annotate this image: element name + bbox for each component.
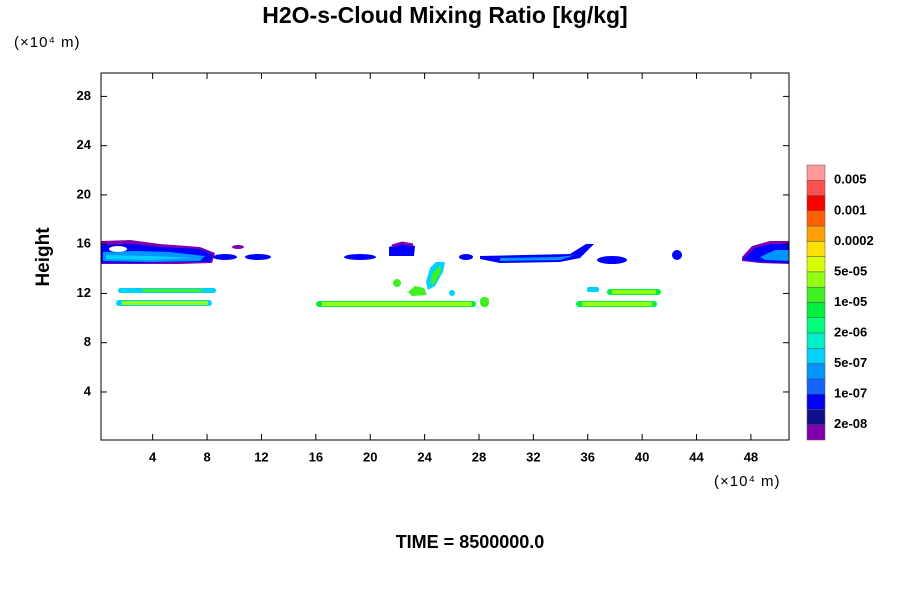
y-tick-label: 24 [77,137,92,152]
x-tick-label: 4 [149,449,157,464]
colorbar-box [806,332,826,349]
colorbar-label: 2e-06 [834,324,867,339]
colorbar-box [806,302,826,319]
y-tick-label: 4 [84,383,92,398]
y-tick-label: 12 [77,285,91,300]
colorbar-box [806,363,826,380]
colorbar-label: 1e-07 [834,386,867,401]
colorbar-box [806,195,826,212]
colorbar-box [806,164,826,181]
axes [100,72,790,441]
colorbar-box [806,241,826,257]
colorbar-box [806,409,826,425]
colorbar-label: 5e-07 [834,355,867,370]
x-tick-label: 48 [744,449,758,464]
x-tick-label: 8 [203,449,210,464]
colorbar-box [806,348,826,364]
colorbar-box [806,256,826,273]
y-axis-label: Height [33,227,54,287]
colorbar-box [806,317,826,334]
annotation: TIME = 8500000.0 [396,532,545,552]
colorbar-label: 0.001 [834,202,867,217]
colorbar-box [806,210,826,227]
contour-field [101,240,789,307]
y-tick-label: 16 [77,236,91,251]
colorbar-box [806,393,826,410]
x-tick-label: 20 [363,449,377,464]
x-tick-label: 24 [417,449,432,464]
plot-frame [100,72,790,441]
x-tick-label: 16 [309,449,323,464]
colorbar-box [806,271,826,288]
y-tick-label: 20 [77,186,91,201]
colorbar-label: 0.005 [834,172,867,187]
y-tick-label: 8 [84,334,91,349]
x-tick-label: 28 [472,449,486,464]
colorbar-label: 5e-05 [834,263,867,278]
colorbar-box [806,424,826,441]
x-tick-label: 36 [581,449,595,464]
y-tick-label: 28 [77,88,91,103]
y-unit: (×10⁴ m) [14,34,81,51]
x-tick-label: 40 [635,449,649,464]
x-unit: (×10⁴ m) [714,473,781,490]
x-tick-label: 12 [254,449,268,464]
x-tick-label: 44 [689,449,704,464]
colorbar-label: 2e-08 [834,416,867,431]
colorbar-label: 1e-05 [834,294,867,309]
colorbar-box [806,225,826,242]
x-tick-label: 32 [526,449,540,464]
colorbar-box [806,286,826,303]
chart-title: H2O-s-Cloud Mixing Ratio [kg/kg] [262,2,627,28]
colorbar-label: 0.0002 [834,233,874,248]
colorbar-box [806,378,826,395]
colorbar-box [806,180,826,196]
